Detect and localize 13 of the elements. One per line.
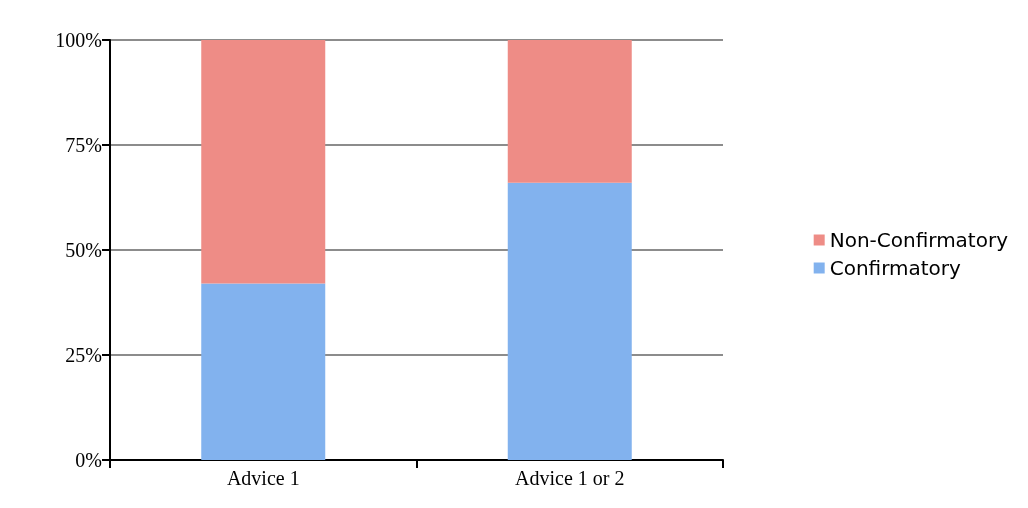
bar bbox=[507, 182, 632, 460]
y-tick-label: 25% bbox=[65, 344, 102, 366]
y-tick-label: 50% bbox=[65, 239, 102, 261]
y-tick-label: 0% bbox=[75, 449, 102, 471]
x-tick-label: Advice 1 bbox=[226, 467, 300, 489]
bar bbox=[201, 40, 326, 284]
legend-label: Non-Confirmatory bbox=[829, 228, 1009, 252]
y-tick-label: 75% bbox=[65, 134, 102, 156]
legend-label: Confirmatory bbox=[829, 256, 962, 280]
bar bbox=[507, 40, 632, 183]
bar bbox=[201, 283, 326, 460]
x-tick-label: Advice 1 or 2 bbox=[515, 467, 625, 489]
y-tick-label: 100% bbox=[55, 29, 102, 51]
